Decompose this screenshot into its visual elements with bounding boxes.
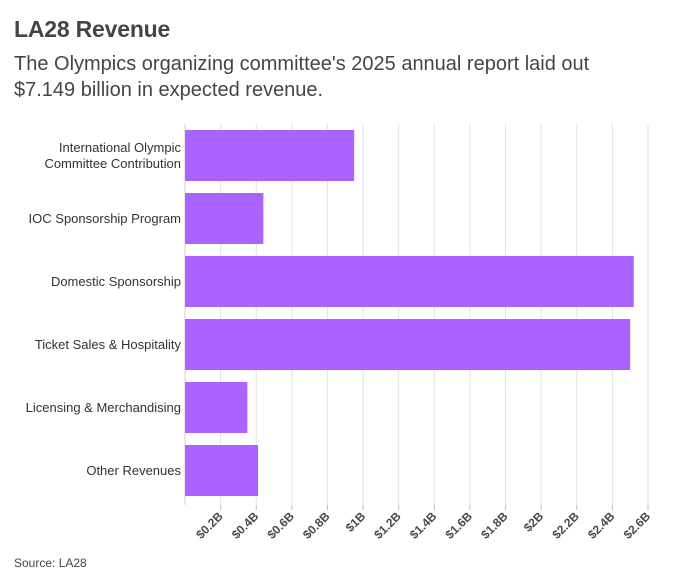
category-labels: International Olympic Committee Contribut… xyxy=(26,140,182,478)
x-tick-label: $2.6B xyxy=(621,509,654,542)
category-label: Other Revenues xyxy=(86,463,181,478)
x-tick-label: $2.4B xyxy=(585,509,618,542)
bar xyxy=(185,319,631,370)
category-label: Licensing & Merchandising xyxy=(26,400,181,415)
x-tick-label: $1.6B xyxy=(442,509,475,542)
category-label: Domestic Sponsorship xyxy=(51,274,181,289)
x-tick-label: $2.2B xyxy=(549,509,582,542)
gridlines xyxy=(184,124,649,505)
category-label-line: Committee Contribution xyxy=(44,156,181,171)
chart-subtitle: The Olympics organizing committee's 2025… xyxy=(14,53,590,101)
bars xyxy=(185,130,634,496)
x-tick-label: $0.8B xyxy=(300,509,333,542)
category-label-line: International Olympic xyxy=(59,140,182,155)
x-tick-label: $1B xyxy=(343,509,369,535)
x-tick-label: $1.8B xyxy=(478,509,511,542)
x-axis-ticks: $0.2B $0.4B $0.6B $0.8B $1B $1.2B $1.4B $1.6B $1… xyxy=(193,505,653,542)
bar xyxy=(185,256,634,307)
x-tick-label: $2B xyxy=(521,509,547,535)
category-label: International Olympic Committee Contribut… xyxy=(44,140,181,171)
x-tick-label: $1.4B xyxy=(407,509,440,542)
x-tick-label: $0.6B xyxy=(264,509,297,542)
category-label: IOC Sponsorship Program xyxy=(29,211,181,226)
category-label: Ticket Sales & Hospitality xyxy=(35,337,182,352)
category-label-line: Ticket Sales & Hospitality xyxy=(35,337,182,352)
category-label-line: Domestic Sponsorship xyxy=(51,274,181,289)
bar xyxy=(185,130,355,181)
category-label-line: Other Revenues xyxy=(86,463,181,478)
x-tick-label: $0.4B xyxy=(229,509,262,542)
category-label-line: IOC Sponsorship Program xyxy=(29,211,181,226)
chart-title: LA28 Revenue xyxy=(14,16,171,42)
bar xyxy=(185,382,248,433)
x-tick-label: $1.2B xyxy=(371,509,404,542)
chart-source: Source: LA28 xyxy=(14,556,87,570)
category-label-line: Licensing & Merchandising xyxy=(26,400,181,415)
bar xyxy=(185,445,259,496)
x-tick-label: $0.2B xyxy=(193,509,226,542)
bar xyxy=(185,193,264,244)
